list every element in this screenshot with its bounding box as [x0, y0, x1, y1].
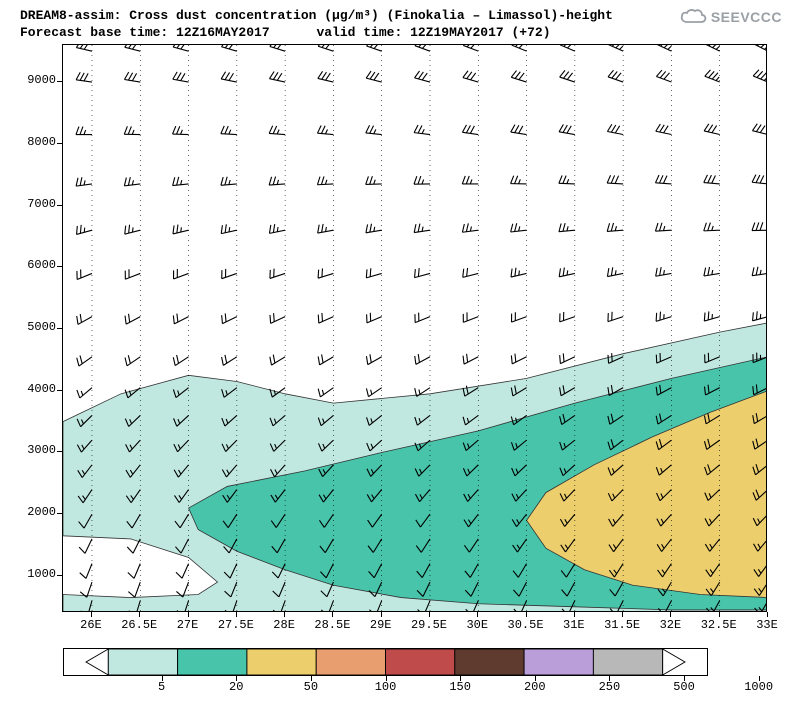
y-tick-label: 9000: [16, 73, 56, 87]
y-tick-label: 5000: [16, 320, 56, 334]
x-tick-mark: [381, 612, 382, 617]
legend-break-label: 150: [449, 680, 471, 694]
legend-tick-mark: [684, 676, 685, 681]
legend-tick-mark: [535, 676, 536, 681]
chart-svg: [63, 45, 767, 612]
y-tick-label: 8000: [16, 135, 56, 149]
x-tick-label: 31.5E: [602, 618, 642, 632]
legend-break-label: 20: [229, 680, 243, 694]
x-tick-label: 26.5E: [119, 618, 159, 632]
x-tick-mark: [719, 612, 720, 617]
y-tick-label: 4000: [16, 382, 56, 396]
cloud-icon: [679, 8, 707, 26]
x-tick-mark: [574, 612, 575, 617]
legend-break-label: 200: [524, 680, 546, 694]
chart-title-block: DREAM8-assim: Cross dust concentration (…: [20, 8, 780, 42]
x-tick-mark: [622, 612, 623, 617]
x-tick-mark: [526, 612, 527, 617]
y-tick-mark: [57, 205, 62, 206]
y-tick-label: 7000: [16, 197, 56, 211]
cross-section-chart: [62, 44, 767, 612]
x-tick-label: 27.5E: [216, 618, 256, 632]
legend-tick-mark: [460, 676, 461, 681]
title-line-1: DREAM8-assim: Cross dust concentration (…: [20, 8, 780, 25]
x-tick-label: 27E: [168, 618, 208, 632]
forecast-base-time: Forecast base time: 12Z16MAY2017: [20, 25, 270, 40]
x-tick-label: 32.5E: [699, 618, 739, 632]
legend-tick-mark: [236, 676, 237, 681]
figure-container: DREAM8-assim: Cross dust concentration (…: [0, 0, 800, 709]
y-tick-mark: [57, 266, 62, 267]
x-tick-mark: [236, 612, 237, 617]
x-tick-mark: [139, 612, 140, 617]
legend-break-label: 1000: [744, 680, 773, 694]
y-tick-mark: [57, 390, 62, 391]
legend-tick-mark: [162, 676, 163, 681]
title-line-2: Forecast base time: 12Z16MAY2017 valid t…: [20, 25, 780, 42]
legend-tick-mark: [609, 676, 610, 681]
x-tick-mark: [284, 612, 285, 617]
legend-break-label: 5: [158, 680, 165, 694]
logo-text: SEEVCCC: [711, 9, 782, 25]
legend-break-label: 250: [599, 680, 621, 694]
color-legend: [63, 648, 708, 676]
y-tick-mark: [57, 81, 62, 82]
legend-svg: [64, 649, 707, 675]
y-tick-mark: [57, 143, 62, 144]
x-tick-mark: [91, 612, 92, 617]
x-tick-mark: [477, 612, 478, 617]
legend-tick-mark: [311, 676, 312, 681]
legend-tick-mark: [759, 676, 760, 681]
x-tick-label: 28E: [264, 618, 304, 632]
valid-time: valid time: 12Z19MAY2017 (+72): [316, 25, 550, 40]
x-tick-label: 30E: [457, 618, 497, 632]
y-tick-mark: [57, 451, 62, 452]
x-tick-mark: [188, 612, 189, 617]
y-tick-label: 2000: [16, 505, 56, 519]
x-tick-mark: [332, 612, 333, 617]
x-tick-mark: [767, 612, 768, 617]
x-tick-label: 29.5E: [409, 618, 449, 632]
y-tick-label: 6000: [16, 258, 56, 272]
legend-break-label: 50: [304, 680, 318, 694]
seevccc-logo: SEEVCCC: [679, 8, 782, 26]
y-tick-mark: [57, 575, 62, 576]
legend-tick-mark: [386, 676, 387, 681]
x-tick-label: 31E: [554, 618, 594, 632]
x-tick-label: 33E: [747, 618, 787, 632]
legend-break-label: 100: [375, 680, 397, 694]
y-tick-mark: [57, 328, 62, 329]
y-tick-label: 1000: [16, 567, 56, 581]
x-tick-label: 28.5E: [312, 618, 352, 632]
legend-break-label: 500: [673, 680, 695, 694]
x-tick-mark: [670, 612, 671, 617]
y-tick-mark: [57, 513, 62, 514]
x-tick-label: 26E: [71, 618, 111, 632]
y-tick-label: 3000: [16, 443, 56, 457]
x-tick-label: 32E: [650, 618, 690, 632]
x-tick-label: 29E: [361, 618, 401, 632]
x-tick-label: 30.5E: [506, 618, 546, 632]
x-tick-mark: [429, 612, 430, 617]
